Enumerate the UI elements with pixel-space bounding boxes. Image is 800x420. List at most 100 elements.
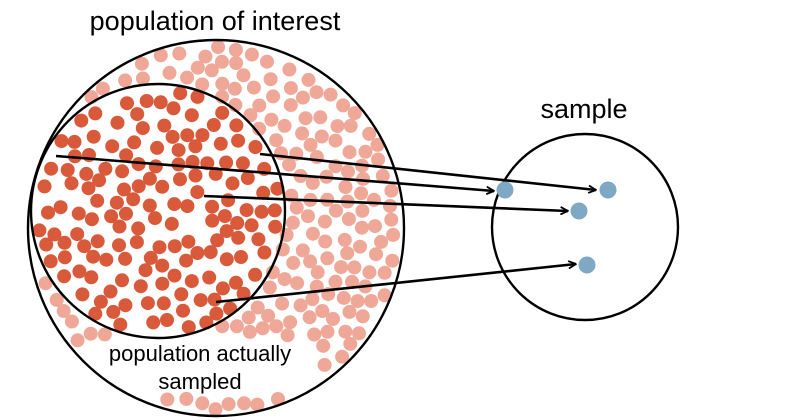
unsampled-population-dot — [342, 304, 357, 319]
unsampled-population-dot — [264, 112, 279, 127]
unsampled-population-dot — [328, 274, 343, 289]
sampled-population-dot — [210, 233, 225, 248]
unsampled-population-dot — [383, 199, 397, 213]
sample-circle — [490, 132, 680, 322]
sampled-population-dot — [156, 296, 171, 311]
sampled-population-dot — [112, 219, 127, 234]
sampled-population-dot — [131, 179, 146, 194]
sampled-population-dot — [184, 274, 199, 289]
unsampled-population-dot — [384, 183, 399, 198]
unsampled-population-dot — [290, 276, 305, 291]
sampled-population-dot — [142, 198, 157, 213]
sampled-population-dot — [105, 139, 120, 154]
unsampled-population-dot — [243, 108, 258, 123]
sampled-population-dot — [157, 118, 172, 133]
sampled-population-dot — [86, 129, 101, 144]
sampled-population-dot — [118, 298, 133, 313]
unsampled-population-dot — [252, 121, 267, 136]
sampled-population-dot — [148, 159, 163, 174]
unsampled-population-dot — [135, 71, 150, 86]
unsampled-population-dot — [341, 164, 355, 179]
sampled-population-dot — [37, 179, 52, 194]
sampled-population-dot — [109, 195, 124, 210]
unsampled-population-dot — [295, 243, 310, 258]
unsampled-population-dot — [354, 220, 369, 235]
sampled-population-dot — [231, 230, 246, 245]
sampled-population-dot — [235, 156, 250, 171]
unsampled-population-dot — [237, 396, 252, 411]
unsampled-population-dot — [305, 226, 320, 241]
unsampled-population-dot — [241, 310, 256, 325]
sampled-population-dot — [219, 224, 234, 239]
sampled-population-dot — [254, 204, 269, 219]
unsampled-population-dot — [364, 294, 379, 308]
sampled-population-dot — [112, 238, 126, 253]
sampled-population-dot — [118, 251, 133, 266]
unsampled-population-dot — [362, 126, 377, 141]
sampled-population-dot — [79, 166, 94, 181]
sampled-population-dot — [115, 164, 130, 179]
unsampled-population-dot — [338, 324, 353, 339]
unsampled-population-dot — [70, 333, 85, 348]
sampled-population-dot — [57, 235, 72, 250]
sampled-population-dot — [153, 95, 168, 110]
unsampled-population-dot — [375, 168, 390, 183]
sampled-population-dot — [234, 250, 248, 264]
unsampled-population-dot — [255, 321, 270, 336]
unsampled-population-dot — [283, 315, 298, 330]
unsampled-population-dot — [289, 200, 304, 215]
sampled-population-dot — [127, 135, 142, 150]
unsampled-population-dot — [56, 304, 71, 318]
sampled-population-dot — [88, 306, 103, 321]
unsampled-population-dot — [320, 251, 335, 266]
unsampled-population-dot — [347, 106, 362, 121]
sampling-arrows — [55, 152, 596, 304]
sampled-population-dot — [239, 203, 254, 218]
sample-label: sample — [540, 94, 627, 124]
sampled-population-dot — [256, 185, 271, 200]
unsampled-population-dot — [38, 276, 53, 291]
sampled-population-dot — [138, 263, 153, 278]
sampled-population-dot — [167, 239, 182, 254]
sampled-population-dot — [120, 96, 134, 111]
unsampled-population-dot — [282, 157, 297, 172]
sampled-population-dot — [126, 192, 141, 207]
sampled-population-dot — [207, 292, 222, 307]
sample-dot — [599, 181, 617, 199]
unsampled-population-dot — [269, 133, 284, 148]
sampled-population-dot — [195, 128, 210, 143]
sampled-population-dot — [75, 287, 90, 302]
sampled-population-dot — [90, 193, 105, 208]
sampled-population-dot — [71, 206, 86, 221]
unsampled-population-dot — [355, 309, 370, 324]
sampled-population-dot — [248, 267, 263, 282]
sampled-population-dot — [209, 306, 224, 321]
unsampled-population-dot — [385, 253, 400, 268]
unsampled-population-dot — [316, 338, 331, 353]
unsampled-population-dot — [277, 118, 292, 133]
sampled-population-dot — [179, 253, 194, 268]
unsampled-population-dot — [236, 68, 251, 83]
sampled-population-dot — [193, 293, 208, 308]
unsampled-population-dot — [283, 98, 298, 113]
unsampled-population-dot — [317, 214, 332, 229]
unsampled-population-dot — [172, 46, 187, 61]
unsampled-population-dot — [180, 70, 195, 85]
unsampled-population-dot — [282, 62, 297, 77]
unsampled-population-dot — [342, 145, 357, 160]
sampled-population-dot — [67, 134, 82, 149]
unsampled-population-dot — [227, 81, 242, 96]
unsampled-population-dot — [190, 60, 205, 75]
sampled-population-dot — [39, 237, 54, 252]
unsampled-population-dot — [195, 396, 210, 411]
sampled-population-dot — [106, 304, 121, 319]
sampled-population-dot — [202, 270, 217, 285]
sampled-population-dot — [223, 301, 238, 316]
sampled-population-dot — [167, 268, 182, 283]
sampled-population-dot — [70, 227, 85, 242]
unsampled-population-dot — [347, 260, 362, 275]
sampled-population-dot — [164, 216, 179, 231]
unsampled-population-dot — [211, 40, 226, 55]
population-of-interest-label: population of interest — [90, 6, 341, 36]
